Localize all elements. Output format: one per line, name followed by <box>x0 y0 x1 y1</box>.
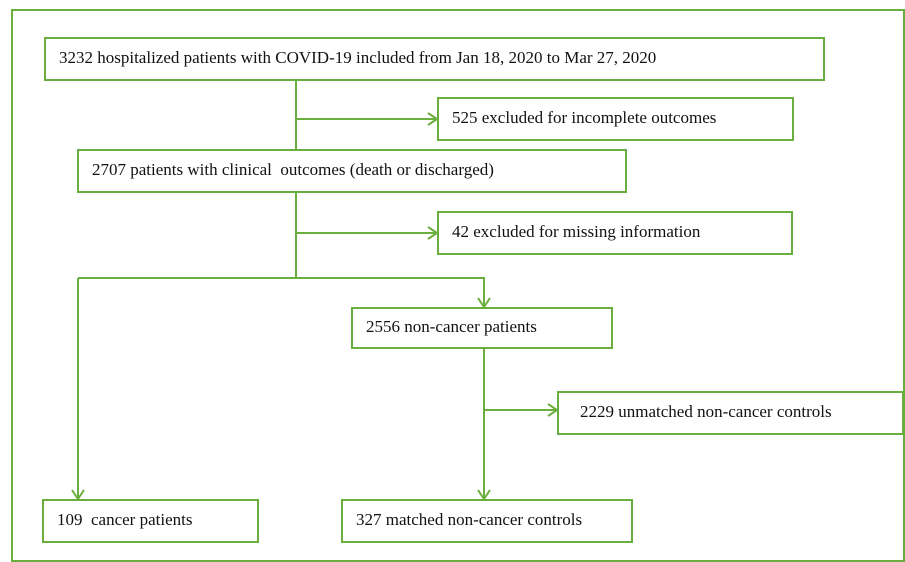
node: 42 excluded for missing information <box>437 211 793 255</box>
node-label: 109 cancer patients <box>57 510 192 529</box>
node-label: 2707 patients with clinical outcomes (de… <box>92 160 494 179</box>
node: 3232 hospitalized patients with COVID-19… <box>44 37 825 81</box>
node: 2707 patients with clinical outcomes (de… <box>77 149 627 193</box>
node: 525 excluded for incomplete outcomes <box>437 97 794 141</box>
node-label: 2556 non-cancer patients <box>366 317 537 336</box>
node-label: 3232 hospitalized patients with COVID-19… <box>59 48 656 67</box>
node-label: 327 matched non-cancer controls <box>356 510 582 529</box>
node: 2556 non-cancer patients <box>351 307 613 349</box>
frame <box>11 9 905 562</box>
node: 2229 unmatched non-cancer controls <box>557 391 904 435</box>
node-label: 525 excluded for incomplete outcomes <box>452 108 716 127</box>
node: 327 matched non-cancer controls <box>341 499 633 543</box>
node-label: 2229 unmatched non-cancer controls <box>580 402 832 421</box>
node-label: 42 excluded for missing information <box>452 222 701 241</box>
node: 109 cancer patients <box>42 499 259 543</box>
